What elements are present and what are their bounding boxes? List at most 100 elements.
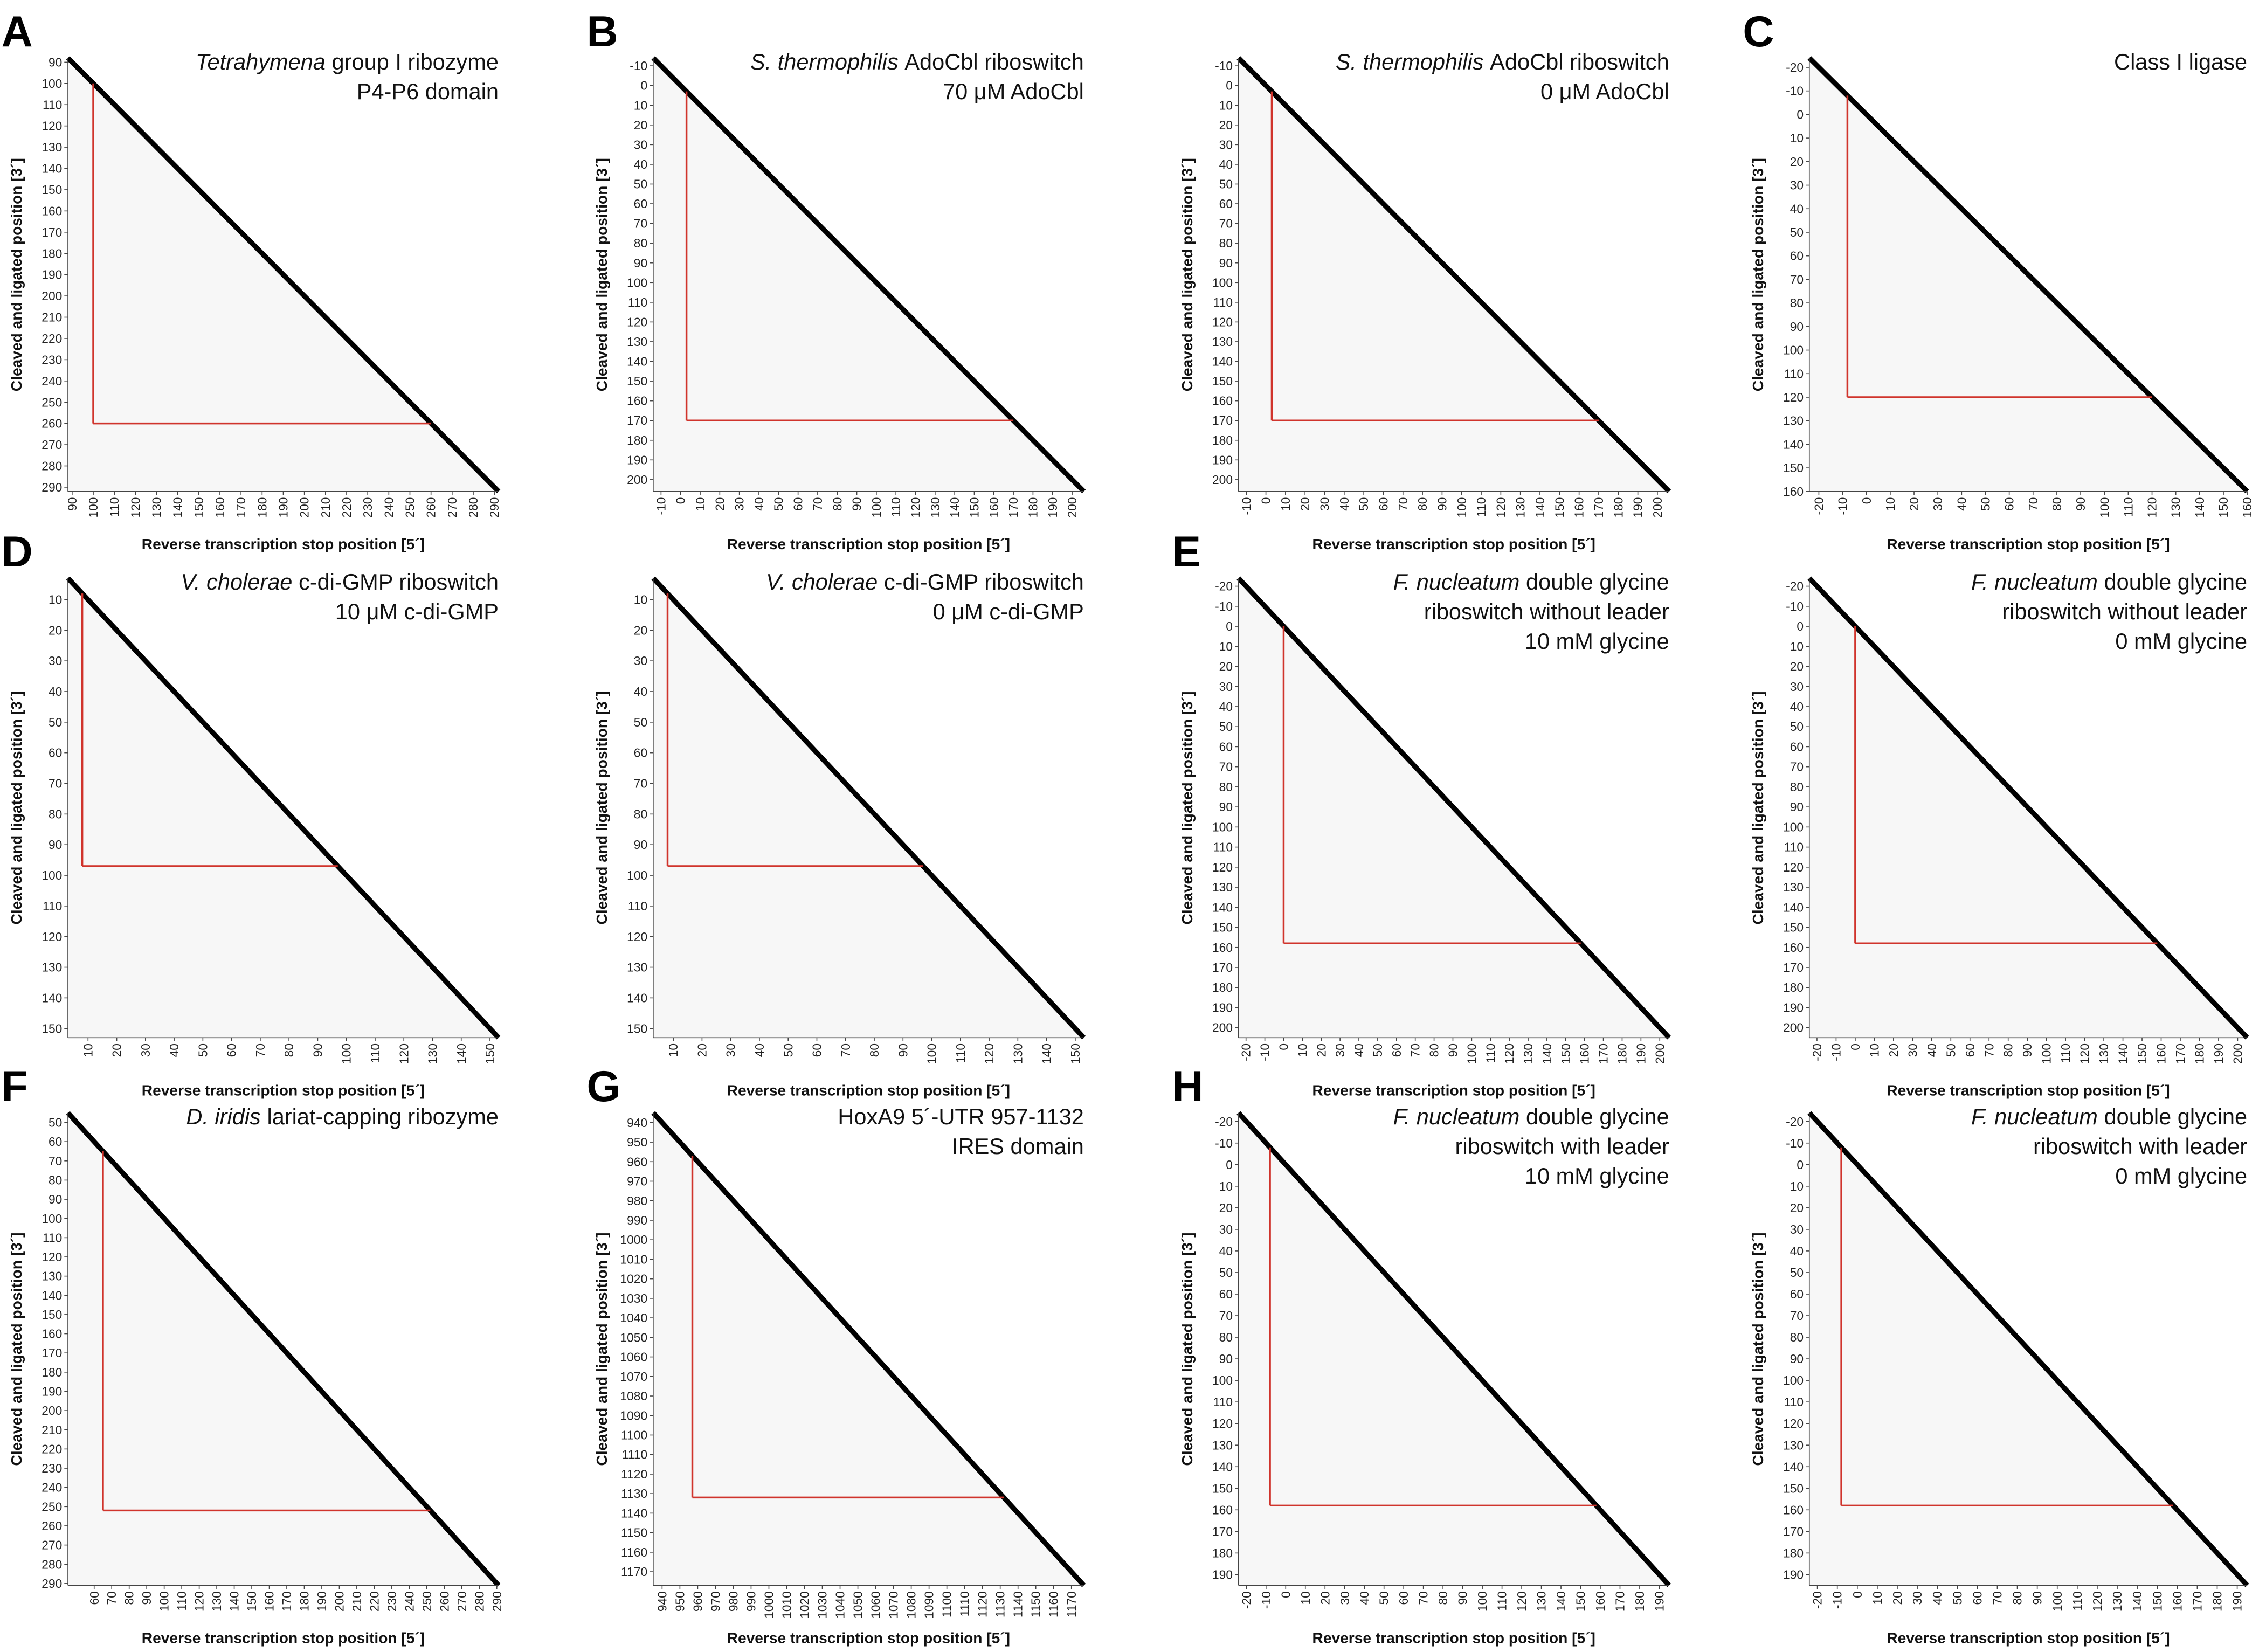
- x-tick-label: 1110: [958, 1591, 972, 1616]
- x-tick-label: 10: [1883, 497, 1897, 511]
- x-tick-label: 180: [1026, 497, 1040, 518]
- y-tick-label: 130: [1212, 880, 1233, 894]
- y-tick-label: 140: [627, 991, 647, 1005]
- panel-title: F. nucleatum double glycine: [1971, 569, 2247, 595]
- y-tick-label: 120: [1783, 390, 1804, 404]
- title-segment: 10 μM c-di-GMP: [335, 599, 499, 624]
- x-tick-label: 70: [1396, 497, 1410, 511]
- title-segment: double glycine: [2104, 569, 2248, 595]
- y-axis-label: Cleaved and ligated position [3´]: [1179, 691, 1196, 924]
- y-tick-label: 260: [42, 417, 62, 431]
- x-tick-label: 110: [2121, 497, 2135, 517]
- x-tick-label: 160: [1572, 497, 1586, 518]
- x-tick-label: 200: [2230, 1043, 2244, 1064]
- x-tick-label: 80: [867, 1043, 881, 1057]
- x-tick-label: -10: [1239, 497, 1253, 515]
- y-tick-label: 110: [1784, 1395, 1804, 1409]
- diagonal: [1236, 56, 1671, 494]
- x-tick-label: 40: [752, 1043, 766, 1057]
- diagonal: [66, 56, 501, 494]
- y-tick-label: 120: [1212, 860, 1233, 874]
- x-tick-label: 30: [1910, 1591, 1924, 1605]
- y-tick-label: 20: [1219, 660, 1233, 674]
- y-tick-label: 170: [1783, 960, 1804, 974]
- x-tick-label: 50: [1357, 497, 1371, 511]
- y-tick-label: -10: [1786, 599, 1804, 613]
- y-tick-label: 40: [1790, 202, 1804, 216]
- x-tick-label: 40: [1337, 497, 1351, 511]
- y-tick-label: 30: [634, 137, 647, 151]
- y-tick-label: 150: [42, 1021, 62, 1035]
- y-tick-label: 190: [1212, 1000, 1233, 1014]
- y-tick-label: 170: [1212, 960, 1233, 974]
- y-tick-label: -10: [1786, 84, 1804, 98]
- x-tick-label: 50: [1979, 497, 1993, 511]
- diagonal: [651, 576, 1086, 1040]
- y-tick-label: 1030: [620, 1291, 647, 1305]
- y-tick-label: 140: [42, 991, 62, 1005]
- x-tick-label: 130: [150, 497, 164, 518]
- x-tick-label: 150: [2216, 497, 2230, 518]
- x-tick-label: 150: [2135, 1043, 2149, 1064]
- x-tick-label: 60: [1397, 1591, 1411, 1605]
- x-tick-label: 40: [1930, 1591, 1944, 1605]
- y-tick-label: 140: [627, 355, 647, 369]
- y-tick-label: 990: [627, 1213, 647, 1227]
- y-tick-label: 90: [634, 838, 647, 852]
- y-tick-label: 170: [627, 413, 647, 427]
- title-segment: 0 mM glycine: [2115, 628, 2247, 654]
- x-tick-label: 190: [1634, 1043, 1648, 1064]
- y-tick-label: 30: [1790, 178, 1804, 192]
- x-tick-label: -20: [1239, 1591, 1253, 1609]
- panel-title: S. thermophilis AdoCbl riboswitch: [750, 49, 1084, 74]
- title-segment: riboswitch with leader: [2033, 1133, 2247, 1159]
- y-tick-label: 150: [627, 1021, 647, 1035]
- y-tick-label: 80: [1219, 780, 1233, 794]
- y-tick-label: 220: [42, 1442, 62, 1456]
- x-tick-label: 150: [2150, 1591, 2164, 1612]
- y-tick-label: 20: [1790, 155, 1804, 169]
- y-tick-label: 40: [1219, 157, 1233, 171]
- y-tick-label: 270: [42, 1538, 62, 1552]
- y-tick-label: 130: [627, 335, 647, 349]
- y-tick-label: 1150: [621, 1526, 647, 1540]
- y-tick-label: 10: [1219, 98, 1233, 112]
- y-axis-label: Cleaved and ligated position [3´]: [1179, 158, 1196, 391]
- diagonal: [1807, 56, 2249, 494]
- y-tick-label: 160: [42, 204, 62, 218]
- y-tick-label: 150: [627, 374, 647, 388]
- x-tick-label: 140: [454, 1043, 468, 1064]
- y-tick-label: 1010: [620, 1252, 647, 1266]
- x-tick-label: 140: [2193, 497, 2207, 518]
- y-tick-label: 100: [42, 868, 62, 882]
- x-tick-label: 150: [192, 497, 206, 518]
- y-tick-label: 1000: [620, 1233, 647, 1247]
- x-tick-label: 100: [925, 1043, 939, 1064]
- y-tick-label: 90: [49, 1192, 62, 1206]
- x-tick-label: 60: [225, 1043, 239, 1057]
- x-axis-label: Reverse transcription stop position [5´]: [727, 1630, 1010, 1647]
- y-tick-label: 90: [1790, 800, 1804, 814]
- y-tick-label: 90: [49, 55, 62, 69]
- x-tick-label: 50: [1377, 1591, 1391, 1605]
- x-tick-label: 0: [1848, 1043, 1862, 1050]
- y-tick-label: 80: [1790, 296, 1804, 310]
- panel-letter: A: [2, 8, 33, 56]
- y-tick-label: 260: [42, 1519, 62, 1533]
- y-tick-label: 70: [1219, 1309, 1233, 1323]
- x-tick-label: 190: [1046, 497, 1060, 518]
- y-tick-label: 230: [42, 352, 62, 367]
- y-tick-label: 180: [42, 246, 62, 260]
- x-tick-label: 20: [1887, 1043, 1901, 1057]
- title-segment: F. nucleatum: [1971, 1104, 2098, 1129]
- x-tick-label: 140: [1533, 497, 1547, 518]
- y-tick-label: 60: [1790, 249, 1804, 263]
- x-tick-label: 60: [1970, 1591, 1984, 1605]
- y-tick-label: 250: [42, 395, 62, 409]
- x-tick-label: 120: [1494, 497, 1508, 518]
- x-tick-label: 110: [175, 1591, 189, 1610]
- y-tick-label: 970: [627, 1174, 647, 1188]
- x-tick-label: 50: [771, 497, 785, 511]
- y-axis-label: Cleaved and ligated position [3´]: [593, 1233, 610, 1466]
